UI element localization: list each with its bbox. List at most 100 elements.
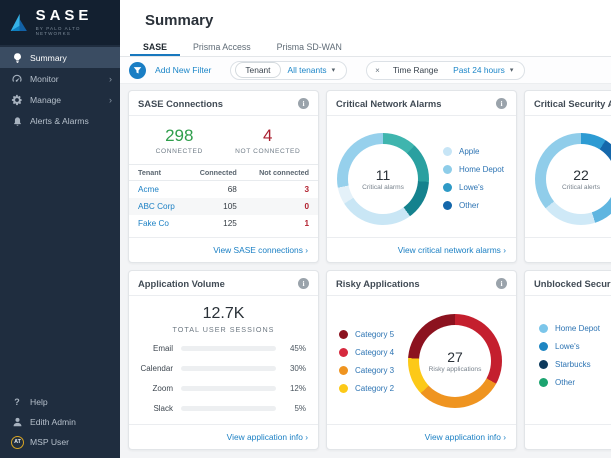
bar-label: Calendar [140, 364, 173, 373]
chevron-down-icon: ▾ [331, 67, 336, 74]
table-row: ABC Corp 105 0 [129, 198, 318, 215]
avatar: AT [11, 435, 24, 449]
risky-donut-chart: 27 Risky applications [408, 314, 502, 408]
sidebar-item-label: Help [30, 397, 48, 407]
legend-label: Starbucks [555, 360, 591, 369]
remove-filter-icon[interactable]: × [375, 65, 380, 75]
legend-label: Lowe's [459, 183, 484, 192]
legend-dot-icon [339, 365, 348, 375]
tab-prisma-access[interactable]: Prisma Access [192, 42, 251, 52]
tab-prisma-sd-wan[interactable]: Prisma SD-WAN [276, 42, 342, 52]
logo-title: SASE [35, 7, 93, 24]
logo-subtitle: BY PALO ALTO NETWORKS [35, 26, 81, 36]
view-application-info-link[interactable]: View application info › [424, 432, 506, 442]
info-icon[interactable]: i [298, 277, 309, 289]
col-header-connected: Connected [187, 164, 246, 181]
legend-item[interactable]: Starbucks [539, 360, 611, 369]
legend-item[interactable]: Home Depot [443, 165, 504, 174]
time-range-value[interactable]: Past 24 hours ▾ [453, 65, 514, 75]
sidebar-item-alerts-alarms[interactable]: Alerts & Alarms [0, 110, 120, 131]
not-connected-value: 1 [304, 219, 309, 228]
tab-sase[interactable]: SASE [130, 42, 180, 56]
connected-value: 105 [223, 202, 237, 211]
bar-percent: 30% [289, 364, 306, 373]
main-content: Summary SASE Prisma Access Prisma SD-WAN… [120, 0, 611, 458]
bar-label: Slack [153, 404, 173, 413]
add-new-filter-link[interactable]: Add New Filter [155, 65, 212, 75]
legend-item[interactable]: Lowe's [443, 183, 504, 192]
bar-row: Slack 5% [139, 404, 306, 413]
tenant-link[interactable]: Acme [138, 185, 159, 194]
card-title: Risky Applications [336, 277, 420, 289]
bar-percent: 5% [294, 404, 306, 413]
tenant-table: Tenant Connected Not connected Acme 68 3… [129, 164, 318, 232]
legend-dot-icon [443, 183, 452, 192]
page-title: Summary [145, 11, 214, 29]
card-unblocked-security-threats: Unblocked Security Threats i Home Depot … [524, 270, 611, 450]
legend-item[interactable]: Category 3 [339, 365, 395, 375]
legend-label: Other [555, 378, 576, 387]
legend-item[interactable]: Other [539, 378, 611, 387]
sidebar: SASE BY PALO ALTO NETWORKS Summary Monit… [0, 0, 120, 458]
risky-count-label: Risky applications [428, 366, 482, 373]
card-title: Unblocked Security Threats [534, 277, 611, 289]
legend-dot-icon [539, 360, 548, 369]
card-risky-applications: Risky Applications i Category 5 Category… [326, 270, 517, 450]
time-range-filter-pill: × Time Range Past 24 hours ▾ [366, 60, 526, 80]
view-application-info-link[interactable]: View application info › [226, 432, 308, 442]
col-header-tenant: Tenant [129, 164, 188, 181]
bar-row: Zoom 12% [139, 384, 306, 393]
sidebar-item-user[interactable]: Edith Admin [0, 412, 120, 432]
card-title: Critical Network Alarms [336, 97, 442, 109]
alarms-donut-chart: 11 Critical alarms [337, 132, 429, 225]
sidebar-item-msp-user[interactable]: AT MSP User [0, 432, 120, 452]
tenant-link[interactable]: ABC Corp [138, 202, 175, 211]
view-sase-connections-link[interactable]: View SASE connections › [213, 245, 308, 255]
total-sessions-value: 12.7K [202, 305, 245, 322]
bulb-icon [11, 52, 23, 64]
legend-label: Category 5 [355, 329, 395, 339]
chevron-right-icon: › [109, 73, 112, 84]
risky-count: 27 [447, 349, 463, 365]
legend-item[interactable]: Apple [443, 147, 504, 156]
legend-label: Lowe's [555, 342, 580, 351]
time-range-label: Time Range [392, 65, 439, 75]
sidebar-item-monitor[interactable]: Monitor › [0, 68, 120, 89]
view-critical-network-alarms-link[interactable]: View critical network alarms › [397, 245, 506, 255]
card-title: Application Volume [138, 277, 225, 289]
sidebar-item-label: Monitor [30, 73, 59, 84]
user-icon [11, 416, 23, 428]
legend-label: Category 3 [355, 365, 395, 375]
not-connected-label: NOT CONNECTED [235, 148, 301, 155]
tenant-filter-value[interactable]: All tenants ▾ [287, 65, 336, 75]
total-sessions-label: TOTAL USER SESSIONS [172, 325, 275, 334]
tenant-link[interactable]: Fake Co [138, 219, 169, 228]
filter-button[interactable] [129, 61, 146, 79]
chevron-right-icon: › [109, 94, 112, 105]
sidebar-item-help[interactable]: ? Help [0, 392, 120, 412]
legend-item[interactable]: Category 4 [339, 347, 395, 357]
legend-item[interactable]: Home Depot [539, 324, 611, 333]
chevron-down-icon: ▾ [509, 67, 514, 74]
sidebar-item-summary[interactable]: Summary [0, 47, 120, 68]
info-icon[interactable]: i [496, 277, 507, 289]
legend-label: Home Depot [459, 165, 504, 174]
legend-item[interactable]: Category 2 [339, 383, 394, 393]
info-icon[interactable]: i [496, 97, 507, 109]
sidebar-item-label: Summary [30, 52, 67, 63]
funnel-icon [133, 66, 142, 73]
sidebar-item-manage[interactable]: Manage › [0, 89, 120, 110]
legend-item[interactable]: Category 5 [339, 329, 395, 339]
bar-percent: 45% [289, 344, 306, 353]
sase-logo-icon [10, 13, 27, 31]
alerts-count: 22 [573, 166, 589, 183]
gauge-icon [11, 73, 23, 85]
legend-label: Apple [459, 147, 480, 156]
legend-item[interactable]: Other [443, 201, 504, 210]
alarms-count: 11 [375, 166, 391, 183]
info-icon[interactable]: i [298, 97, 309, 109]
legend-label: Category 4 [355, 347, 395, 357]
tenant-filter-label[interactable]: Tenant [235, 62, 281, 78]
legend-item[interactable]: Lowe's [539, 342, 611, 351]
connected-value: 125 [223, 219, 237, 228]
